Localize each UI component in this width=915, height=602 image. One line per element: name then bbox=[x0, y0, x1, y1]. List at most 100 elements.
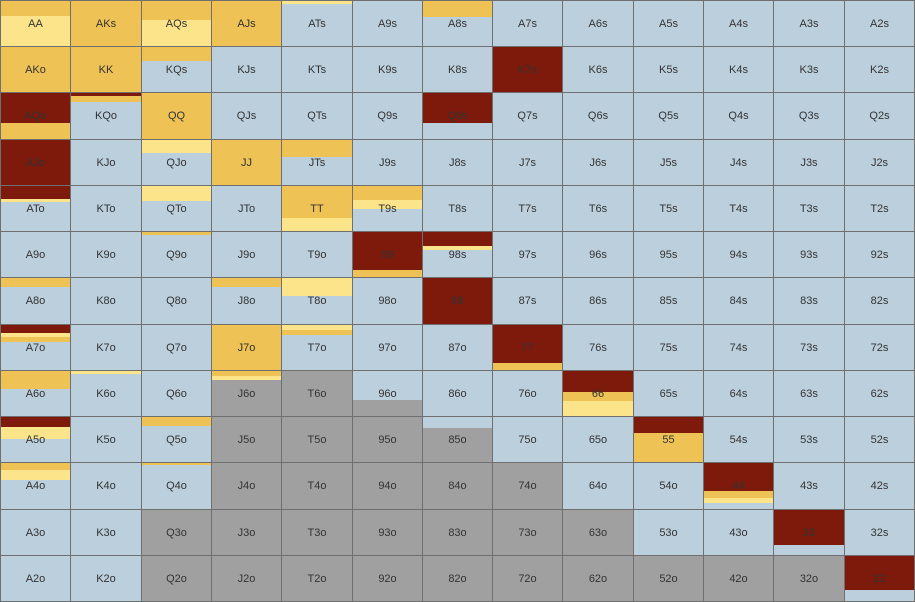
hand-cell-64s[interactable]: 64s bbox=[704, 371, 774, 417]
hand-cell-J5o[interactable]: J5o bbox=[212, 417, 282, 463]
hand-cell-J9o[interactable]: J9o bbox=[212, 232, 282, 278]
hand-cell-96s[interactable]: 96s bbox=[563, 232, 634, 278]
hand-cell-92s[interactable]: 92s bbox=[845, 232, 915, 278]
hand-cell-K2o[interactable]: K2o bbox=[71, 556, 142, 602]
hand-cell-Q8s[interactable]: Q8s bbox=[423, 93, 493, 140]
hand-cell-22[interactable]: 22 bbox=[845, 556, 915, 602]
hand-cell-A6s[interactable]: A6s bbox=[563, 1, 634, 47]
hand-cell-52s[interactable]: 52s bbox=[845, 417, 915, 463]
hand-cell-Q3o[interactable]: Q3o bbox=[142, 510, 212, 556]
hand-cell-J5s[interactable]: J5s bbox=[634, 140, 704, 186]
hand-cell-K7o[interactable]: K7o bbox=[71, 325, 142, 371]
hand-cell-53o[interactable]: 53o bbox=[634, 510, 704, 556]
hand-cell-66[interactable]: 66 bbox=[563, 371, 634, 417]
hand-cell-A6o[interactable]: A6o bbox=[1, 371, 71, 417]
hand-cell-T7o[interactable]: T7o bbox=[282, 325, 353, 371]
hand-cell-87o[interactable]: 87o bbox=[423, 325, 493, 371]
hand-cell-K3o[interactable]: K3o bbox=[71, 510, 142, 556]
hand-cell-AJo[interactable]: AJo bbox=[1, 140, 71, 186]
hand-cell-63o[interactable]: 63o bbox=[563, 510, 634, 556]
hand-cell-TT[interactable]: TT bbox=[282, 186, 353, 232]
hand-cell-J2o[interactable]: J2o bbox=[212, 556, 282, 602]
hand-cell-55[interactable]: 55 bbox=[634, 417, 704, 463]
hand-cell-Q4s[interactable]: Q4s bbox=[704, 93, 774, 140]
hand-cell-AQo[interactable]: AQo bbox=[1, 93, 71, 140]
hand-cell-A4o[interactable]: A4o bbox=[1, 463, 71, 510]
hand-cell-T4o[interactable]: T4o bbox=[282, 463, 353, 510]
hand-cell-K6o[interactable]: K6o bbox=[71, 371, 142, 417]
hand-cell-A8o[interactable]: A8o bbox=[1, 278, 71, 325]
hand-cell-KTs[interactable]: KTs bbox=[282, 47, 353, 93]
hand-cell-97o[interactable]: 97o bbox=[353, 325, 423, 371]
hand-cell-Q4o[interactable]: Q4o bbox=[142, 463, 212, 510]
hand-cell-T8s[interactable]: T8s bbox=[423, 186, 493, 232]
hand-cell-AKo[interactable]: AKo bbox=[1, 47, 71, 93]
hand-cell-J8s[interactable]: J8s bbox=[423, 140, 493, 186]
hand-cell-83o[interactable]: 83o bbox=[423, 510, 493, 556]
hand-cell-J4s[interactable]: J4s bbox=[704, 140, 774, 186]
hand-cell-75s[interactable]: 75s bbox=[634, 325, 704, 371]
hand-cell-77[interactable]: 77 bbox=[493, 325, 563, 371]
hand-cell-83s[interactable]: 83s bbox=[774, 278, 845, 325]
hand-cell-T8o[interactable]: T8o bbox=[282, 278, 353, 325]
hand-cell-A7s[interactable]: A7s bbox=[493, 1, 563, 47]
hand-cell-43s[interactable]: 43s bbox=[774, 463, 845, 510]
hand-cell-JJ[interactable]: JJ bbox=[212, 140, 282, 186]
hand-cell-95s[interactable]: 95s bbox=[634, 232, 704, 278]
hand-cell-96o[interactable]: 96o bbox=[353, 371, 423, 417]
hand-cell-Q5s[interactable]: Q5s bbox=[634, 93, 704, 140]
hand-cell-J7s[interactable]: J7s bbox=[493, 140, 563, 186]
hand-cell-KTo[interactable]: KTo bbox=[71, 186, 142, 232]
hand-cell-A9o[interactable]: A9o bbox=[1, 232, 71, 278]
hand-cell-KK[interactable]: KK bbox=[71, 47, 142, 93]
hand-cell-42s[interactable]: 42s bbox=[845, 463, 915, 510]
hand-cell-Q2o[interactable]: Q2o bbox=[142, 556, 212, 602]
hand-cell-QTs[interactable]: QTs bbox=[282, 93, 353, 140]
hand-cell-93o[interactable]: 93o bbox=[353, 510, 423, 556]
hand-cell-J2s[interactable]: J2s bbox=[845, 140, 915, 186]
hand-cell-J4o[interactable]: J4o bbox=[212, 463, 282, 510]
hand-cell-J3o[interactable]: J3o bbox=[212, 510, 282, 556]
hand-cell-98s[interactable]: 98s bbox=[423, 232, 493, 278]
hand-cell-94s[interactable]: 94s bbox=[704, 232, 774, 278]
hand-cell-43o[interactable]: 43o bbox=[704, 510, 774, 556]
hand-cell-T2s[interactable]: T2s bbox=[845, 186, 915, 232]
hand-cell-65o[interactable]: 65o bbox=[563, 417, 634, 463]
hand-cell-T6o[interactable]: T6o bbox=[282, 371, 353, 417]
hand-cell-63s[interactable]: 63s bbox=[774, 371, 845, 417]
hand-cell-KQo[interactable]: KQo bbox=[71, 93, 142, 140]
hand-cell-K4o[interactable]: K4o bbox=[71, 463, 142, 510]
hand-cell-92o[interactable]: 92o bbox=[353, 556, 423, 602]
hand-cell-K7s[interactable]: K7s bbox=[493, 47, 563, 93]
hand-cell-QJs[interactable]: QJs bbox=[212, 93, 282, 140]
hand-cell-64o[interactable]: 64o bbox=[563, 463, 634, 510]
hand-cell-K3s[interactable]: K3s bbox=[774, 47, 845, 93]
hand-cell-JTs[interactable]: JTs bbox=[282, 140, 353, 186]
hand-cell-93s[interactable]: 93s bbox=[774, 232, 845, 278]
hand-cell-A4s[interactable]: A4s bbox=[704, 1, 774, 47]
hand-cell-QTo[interactable]: QTo bbox=[142, 186, 212, 232]
hand-cell-K4s[interactable]: K4s bbox=[704, 47, 774, 93]
hand-cell-K8s[interactable]: K8s bbox=[423, 47, 493, 93]
hand-cell-A8s[interactable]: A8s bbox=[423, 1, 493, 47]
hand-cell-53s[interactable]: 53s bbox=[774, 417, 845, 463]
hand-cell-K9s[interactable]: K9s bbox=[353, 47, 423, 93]
hand-cell-T6s[interactable]: T6s bbox=[563, 186, 634, 232]
hand-cell-87s[interactable]: 87s bbox=[493, 278, 563, 325]
hand-cell-42o[interactable]: 42o bbox=[704, 556, 774, 602]
hand-cell-K9o[interactable]: K9o bbox=[71, 232, 142, 278]
hand-cell-Q7o[interactable]: Q7o bbox=[142, 325, 212, 371]
hand-cell-J3s[interactable]: J3s bbox=[774, 140, 845, 186]
hand-cell-T5o[interactable]: T5o bbox=[282, 417, 353, 463]
hand-cell-94o[interactable]: 94o bbox=[353, 463, 423, 510]
hand-cell-K8o[interactable]: K8o bbox=[71, 278, 142, 325]
hand-cell-73o[interactable]: 73o bbox=[493, 510, 563, 556]
hand-cell-73s[interactable]: 73s bbox=[774, 325, 845, 371]
hand-cell-K2s[interactable]: K2s bbox=[845, 47, 915, 93]
hand-cell-84s[interactable]: 84s bbox=[704, 278, 774, 325]
hand-cell-A5s[interactable]: A5s bbox=[634, 1, 704, 47]
hand-cell-85o[interactable]: 85o bbox=[423, 417, 493, 463]
hand-cell-ATo[interactable]: ATo bbox=[1, 186, 71, 232]
hand-cell-K6s[interactable]: K6s bbox=[563, 47, 634, 93]
hand-cell-T3s[interactable]: T3s bbox=[774, 186, 845, 232]
